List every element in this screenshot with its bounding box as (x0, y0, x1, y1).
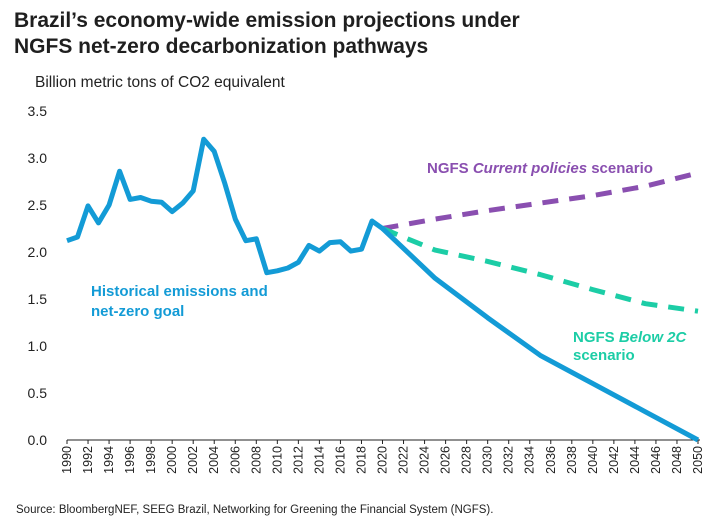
x-tick-label: 1996 (123, 446, 137, 474)
label-historical-line1: Historical emissions and (91, 283, 268, 300)
label-current-suffix: scenario (587, 160, 653, 177)
x-tick-label: 2020 (376, 446, 390, 474)
x-tick-label: 2050 (691, 446, 705, 474)
label-below2c-prefix: NGFS (573, 329, 619, 346)
x-tick-label: 2040 (586, 446, 600, 474)
x-tick-label: 2042 (607, 446, 621, 474)
x-tick-label: 1994 (102, 446, 116, 474)
y-tick-label: 1.0 (28, 338, 48, 354)
x-tick-label: 2018 (354, 446, 368, 474)
x-tick-label: 2000 (165, 446, 179, 474)
x-tick-label: 2026 (439, 446, 453, 474)
label-below-2c: NGFS Below 2C scenario (573, 329, 688, 364)
y-tick-label: 0.0 (28, 432, 48, 448)
y-tick-label: 3.0 (28, 150, 48, 166)
source-note: Source: BloombergNEF, SEEG Brazil, Netwo… (16, 504, 493, 516)
x-tick-label: 2044 (628, 446, 642, 474)
x-tick-label: 2024 (418, 446, 432, 474)
x-tick-label: 1998 (144, 446, 158, 474)
y-tick-labels: 0.0 0.5 1.0 1.5 2.0 2.5 3.0 3.5 (28, 103, 48, 448)
x-tick-label: 2046 (649, 446, 663, 474)
x-tick-label: 2030 (481, 446, 495, 474)
x-tick-label: 2010 (270, 446, 284, 474)
x-tick-label: 1990 (60, 446, 74, 474)
label-current-policies: NGFS Current policies scenario (427, 160, 653, 177)
x-tick-label: 1992 (81, 446, 95, 474)
current-policies-line (383, 173, 699, 229)
label-below2c-line2: scenario (573, 347, 635, 364)
y-tick-label: 1.5 (28, 291, 48, 307)
x-tick-label: 2016 (333, 446, 347, 474)
x-tick-labels: 1990 1992 1994 1996 1998 2000 2002 2004 2006 2008… (60, 440, 705, 474)
x-tick-label: 2006 (228, 446, 242, 474)
x-tick-label: 2022 (397, 446, 411, 474)
x-tick-label: 2004 (207, 446, 221, 474)
label-historical-line2: net-zero goal (91, 303, 184, 320)
label-current-prefix: NGFS (427, 160, 473, 177)
label-below2c-italic: Below 2C (619, 329, 688, 346)
x-tick-label: 2008 (249, 446, 263, 474)
x-tick-label: 2038 (565, 446, 579, 474)
label-historical: Historical emissions and net-zero goal (91, 283, 272, 320)
x-tick-label: 2034 (523, 446, 537, 474)
x-tick-label: 2036 (544, 446, 558, 474)
x-tick-label: 2028 (460, 446, 474, 474)
y-tick-label: 2.0 (28, 244, 48, 260)
label-current-italic: Current policies (473, 160, 587, 177)
y-tick-label: 2.5 (28, 197, 48, 213)
y-tick-label: 3.5 (28, 103, 48, 119)
x-tick-label: 2032 (502, 446, 516, 474)
x-tick-label: 2002 (186, 446, 200, 474)
x-tick-label: 2048 (670, 446, 684, 474)
x-tick-label: 2012 (291, 446, 305, 474)
x-tick-label: 2014 (312, 446, 326, 474)
y-tick-label: 0.5 (28, 385, 48, 401)
below-2c-line (383, 229, 699, 312)
